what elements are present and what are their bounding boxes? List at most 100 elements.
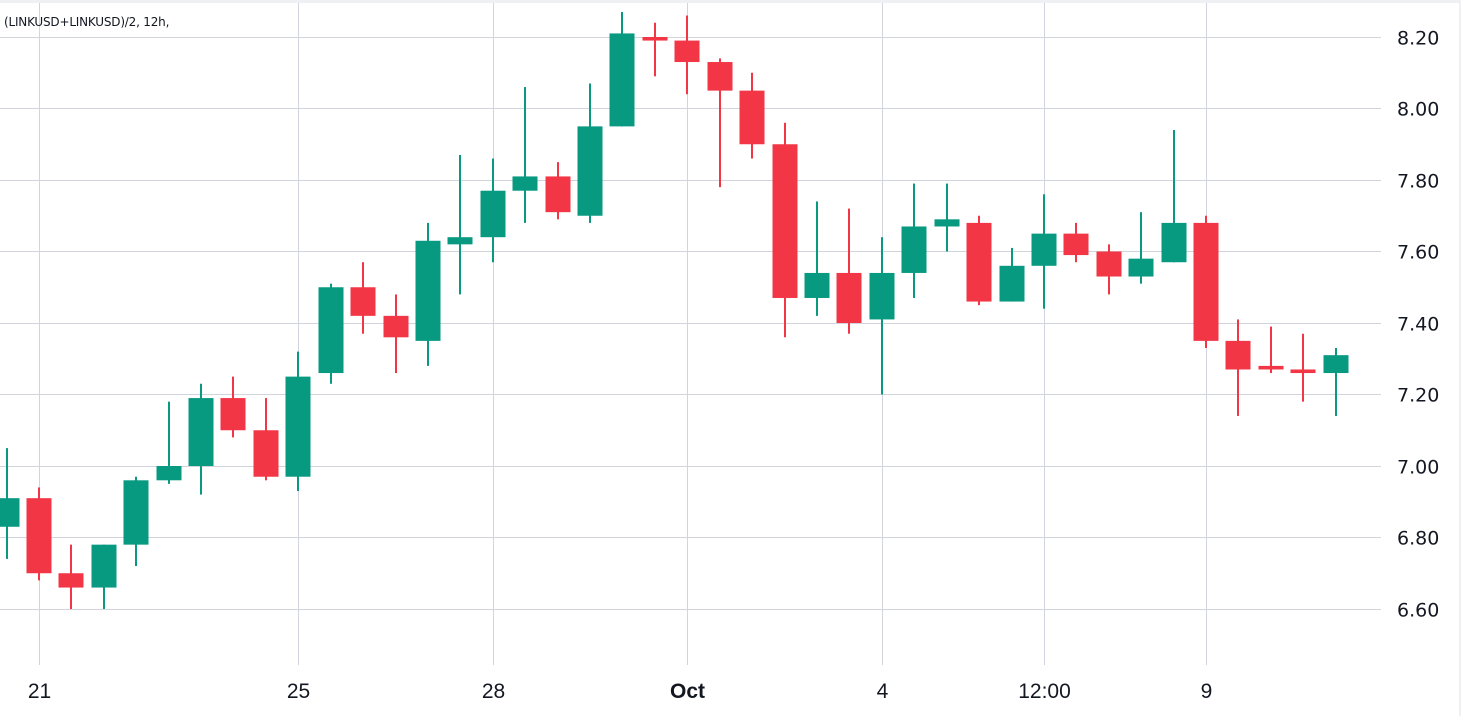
candle-body <box>188 398 214 466</box>
candle-up <box>188 383 214 495</box>
candle-body <box>1225 340 1251 370</box>
candle-down <box>350 262 376 334</box>
candle-wick <box>1140 212 1142 284</box>
candle-down <box>1096 244 1122 295</box>
candle-down <box>772 122 798 338</box>
y-tick-label: 8.00 <box>1397 99 1439 121</box>
right-border <box>1459 0 1461 716</box>
x-tick-label: 28 <box>482 680 505 703</box>
candle-down <box>1290 333 1316 402</box>
candle-body <box>58 573 84 588</box>
candle-body <box>707 62 733 91</box>
candle-down <box>1258 326 1284 374</box>
candle-body <box>123 480 149 545</box>
candle-down <box>58 544 84 609</box>
candle-up <box>480 158 506 263</box>
candle-up <box>1161 129 1187 263</box>
candle-body <box>26 498 52 574</box>
candles <box>0 11 1349 609</box>
candle-body <box>383 315 409 338</box>
candle-wick <box>1335 348 1337 416</box>
x-tick-label: 25 <box>287 680 310 703</box>
x-tick-label: 9 <box>1201 680 1213 703</box>
candle-body <box>804 272 830 298</box>
candle-body <box>285 376 311 477</box>
candle-wick <box>816 201 818 316</box>
candle-body <box>642 37 668 41</box>
grid-lines <box>0 3 1381 665</box>
candle-down <box>383 294 409 374</box>
candle-body <box>415 240 441 341</box>
candle-body <box>220 398 246 431</box>
y-tick-label: 7.40 <box>1397 314 1439 336</box>
x-tick-label: 12:00 <box>1018 680 1071 703</box>
candle-body <box>739 90 765 145</box>
candle-up <box>285 351 311 492</box>
candle-down <box>26 487 52 581</box>
candle-down <box>966 215 992 306</box>
candle-up <box>869 237 895 395</box>
candle-body <box>1290 369 1316 374</box>
candle-up <box>1323 348 1349 416</box>
candle-up <box>91 544 117 609</box>
candle-body <box>91 544 117 588</box>
candle-wick <box>524 87 526 223</box>
y-tick-label: 8.20 <box>1397 28 1439 50</box>
candle-body <box>1193 222 1219 341</box>
candle-wick <box>1302 333 1304 402</box>
candle-body <box>1031 233 1057 266</box>
candle-up <box>1128 212 1154 284</box>
candle-body <box>836 272 862 323</box>
candle-wick <box>946 183 948 252</box>
candle-body <box>934 219 960 227</box>
candle-up <box>804 201 830 316</box>
candle-body <box>512 176 538 191</box>
candle-up <box>447 154 473 295</box>
candle-up <box>609 11 635 127</box>
candle-wick <box>848 208 850 334</box>
candle-down <box>1225 319 1251 416</box>
candle-up <box>123 476 149 567</box>
candle-up <box>512 87 538 223</box>
candle-body <box>966 222 992 302</box>
candle-body <box>318 287 344 374</box>
price-axis[interactable]: 8.20 8.00 7.80 7.60 7.40 7.20 7.00 6.80 6.60 <box>1397 28 1439 622</box>
candle-body <box>674 40 700 63</box>
candle-body <box>901 226 927 273</box>
candle-body <box>447 237 473 245</box>
candle-wick <box>654 22 656 77</box>
candle-body <box>1096 251 1122 277</box>
candle-up <box>156 401 182 484</box>
candle-body <box>156 466 182 481</box>
candle-body <box>480 190 506 238</box>
candle-body <box>1063 233 1089 256</box>
candle-body <box>1128 258 1154 277</box>
candle-down <box>253 398 279 481</box>
candle-up <box>901 183 927 298</box>
candle-up <box>934 183 960 252</box>
candle-up <box>1031 194 1057 309</box>
candle-wick <box>719 58 721 188</box>
candle-body <box>869 272 895 320</box>
candle-body <box>545 176 571 213</box>
candle-down <box>1063 222 1089 263</box>
x-tick-label: 4 <box>877 680 889 703</box>
candle-down <box>836 208 862 334</box>
candle-up <box>318 283 344 384</box>
candle-down <box>739 72 765 159</box>
candle-body <box>1323 355 1349 374</box>
y-tick-label: 7.20 <box>1397 385 1439 407</box>
candle-down <box>642 22 668 77</box>
y-tick-label: 7.80 <box>1397 171 1439 193</box>
candle-up <box>999 247 1025 302</box>
top-border <box>0 0 1461 3</box>
candle-wick <box>459 154 461 295</box>
x-tick-label: Oct <box>670 680 705 703</box>
candle-down <box>220 376 246 438</box>
time-axis[interactable]: 21 25 28 Oct 4 12:00 9 <box>28 680 1213 703</box>
candle-down <box>707 58 733 188</box>
candle-wick <box>168 401 170 484</box>
candle-body <box>609 33 635 127</box>
candle-body <box>772 144 798 298</box>
